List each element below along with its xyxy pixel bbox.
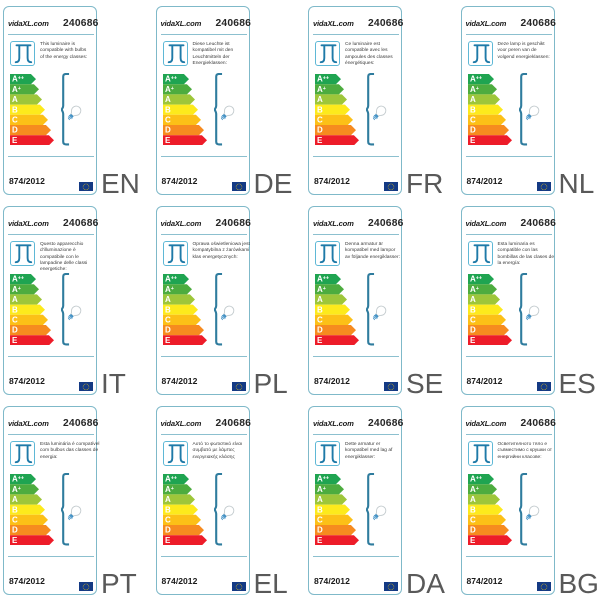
svg-text:D: D	[165, 526, 171, 535]
svg-text:D: D	[165, 126, 171, 135]
svg-text:E: E	[470, 536, 476, 545]
svg-text:B: B	[317, 505, 323, 514]
svg-text:D: D	[470, 326, 476, 335]
svg-text:C: C	[470, 316, 476, 325]
svg-text:D: D	[470, 526, 476, 535]
svg-text:C: C	[165, 316, 171, 325]
svg-text:A: A	[470, 295, 476, 304]
svg-text:E: E	[470, 336, 476, 345]
svg-text:B: B	[165, 105, 171, 114]
svg-text:B: B	[165, 505, 171, 514]
svg-text:A: A	[317, 495, 323, 504]
svg-text:E: E	[470, 136, 476, 145]
svg-text:A: A	[165, 495, 171, 504]
svg-text:B: B	[12, 505, 18, 514]
svg-text:A: A	[317, 95, 323, 104]
svg-text:D: D	[12, 526, 18, 535]
svg-text:A: A	[12, 295, 18, 304]
svg-text:B: B	[12, 305, 18, 314]
svg-text:B: B	[12, 105, 18, 114]
svg-text:C: C	[317, 516, 323, 525]
svg-text:D: D	[317, 326, 323, 335]
svg-text:E: E	[165, 336, 171, 345]
svg-text:C: C	[165, 516, 171, 525]
svg-text:C: C	[470, 516, 476, 525]
svg-text:E: E	[317, 536, 323, 545]
svg-text:C: C	[12, 116, 18, 125]
svg-text:D: D	[12, 126, 18, 135]
svg-text:E: E	[12, 336, 18, 345]
svg-text:D: D	[12, 326, 18, 335]
svg-text:D: D	[470, 126, 476, 135]
svg-text:E: E	[165, 536, 171, 545]
svg-text:C: C	[12, 516, 18, 525]
svg-text:E: E	[12, 536, 18, 545]
svg-text:E: E	[12, 136, 18, 145]
svg-text:A: A	[470, 95, 476, 104]
svg-text:B: B	[470, 505, 476, 514]
svg-text:C: C	[12, 316, 18, 325]
svg-text:C: C	[317, 116, 323, 125]
svg-text:B: B	[470, 305, 476, 314]
svg-text:D: D	[165, 326, 171, 335]
svg-text:B: B	[165, 305, 171, 314]
svg-text:E: E	[317, 136, 323, 145]
svg-text:A: A	[165, 295, 171, 304]
svg-text:A: A	[165, 95, 171, 104]
svg-text:E: E	[165, 136, 171, 145]
svg-text:E: E	[317, 336, 323, 345]
svg-text:A: A	[317, 295, 323, 304]
svg-text:D: D	[317, 526, 323, 535]
svg-text:B: B	[470, 105, 476, 114]
svg-text:A: A	[470, 495, 476, 504]
svg-text:A: A	[12, 495, 18, 504]
svg-text:B: B	[317, 305, 323, 314]
svg-text:B: B	[317, 105, 323, 114]
svg-text:D: D	[317, 126, 323, 135]
svg-text:A: A	[12, 95, 18, 104]
svg-text:C: C	[470, 116, 476, 125]
svg-text:C: C	[317, 316, 323, 325]
svg-text:C: C	[165, 116, 171, 125]
